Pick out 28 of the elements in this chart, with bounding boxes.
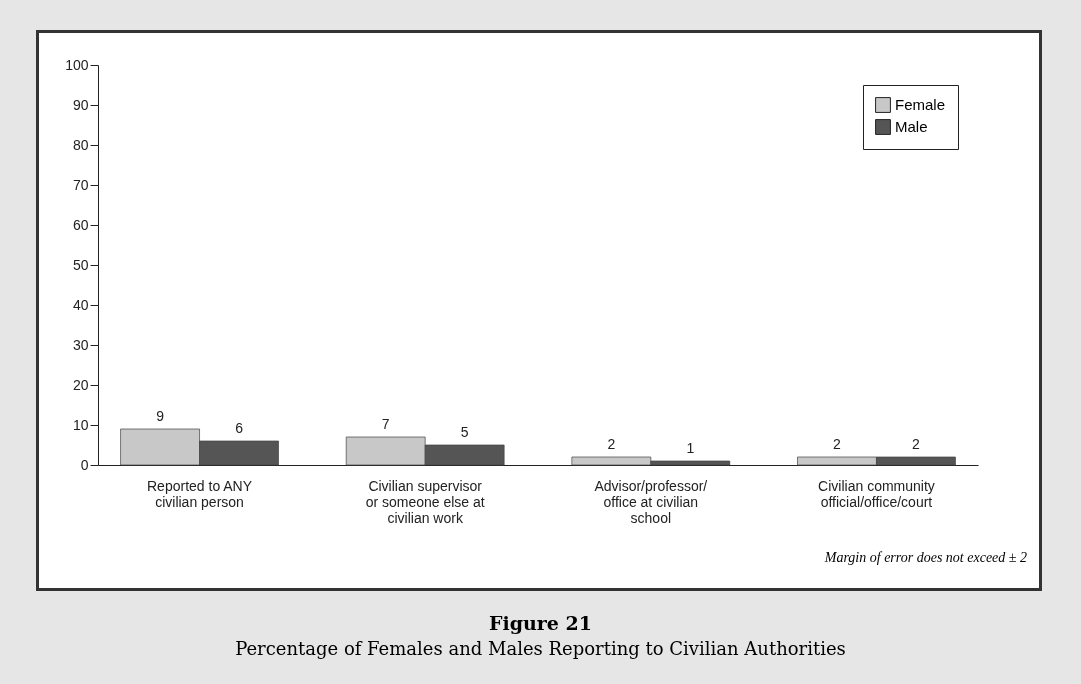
y-tick-label: 70 xyxy=(72,176,89,193)
x-tick-label: Reported to ANY civilian person xyxy=(147,477,253,510)
text: Figure 21 xyxy=(488,612,593,634)
y-tick-label: 0 xyxy=(80,456,89,473)
y-tick-label: 10 xyxy=(72,416,89,433)
text: Percentage of Females and Males Reporting to Civilian Authorities xyxy=(234,638,847,659)
data-label: 2 xyxy=(607,436,616,452)
y-tick-label: 50 xyxy=(72,256,89,273)
y-tick-label: 90 xyxy=(72,96,89,113)
x-tick-label: Civilian community official/office/court xyxy=(818,477,935,510)
y-tick-label: 60 xyxy=(72,216,89,233)
legend-label: Male xyxy=(895,118,928,135)
y-tick-label: 20 xyxy=(72,376,89,393)
data-label: 5 xyxy=(460,424,469,440)
text: Margin of error does not exceed ± 2 xyxy=(824,550,1027,566)
y-tick-label: 30 xyxy=(72,336,89,353)
data-label: 2 xyxy=(912,436,921,452)
data-label: 7 xyxy=(381,416,390,432)
y-tick-label: 80 xyxy=(72,136,89,153)
y-tick-label: 100 xyxy=(65,56,89,73)
y-tick-label: 40 xyxy=(72,296,89,313)
data-label: 9 xyxy=(156,408,165,424)
data-label: 1 xyxy=(686,440,695,456)
data-label: 6 xyxy=(235,420,244,436)
x-tick-label: Advisor/professor/ office at civilian school xyxy=(594,477,708,526)
data-label: 2 xyxy=(833,436,842,452)
x-tick-label: Civilian supervisor or someone else at civilian work xyxy=(365,477,485,526)
legend-label: Female xyxy=(895,96,946,113)
